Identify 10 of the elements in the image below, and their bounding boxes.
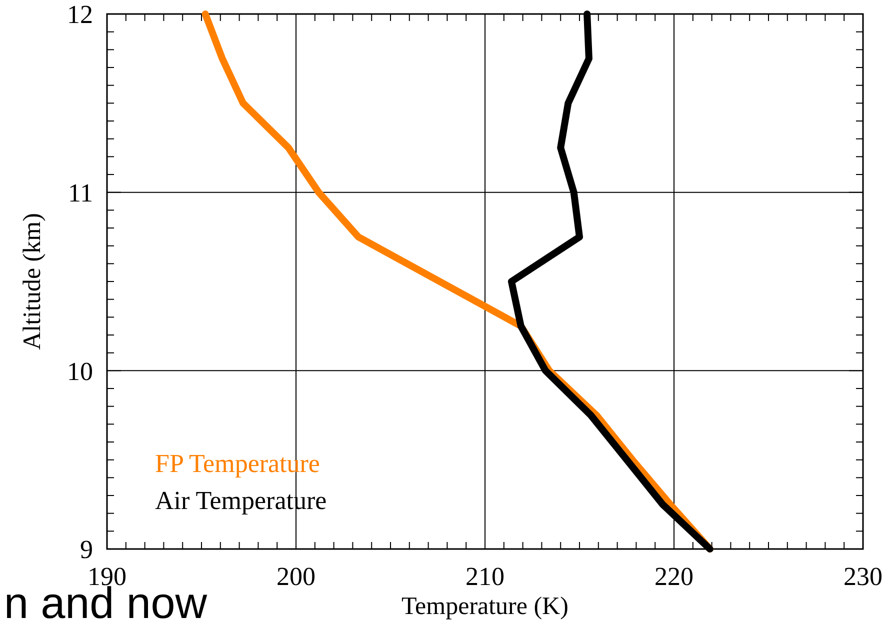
x-tick-label: 220	[654, 562, 694, 591]
y-tick-label: 10	[67, 356, 93, 386]
y-tick-label: 9	[80, 535, 93, 564]
y-tick-label: 11	[68, 178, 93, 208]
x-tick-label: 200	[276, 562, 316, 591]
x-tick-label: 210	[466, 562, 504, 591]
x-tick-label: 230	[844, 562, 882, 591]
x-axis-title: Temperature (K)	[402, 593, 568, 620]
y-axis-title: Altitude (km)	[19, 213, 46, 350]
y-tick-label: 12	[67, 0, 93, 30]
